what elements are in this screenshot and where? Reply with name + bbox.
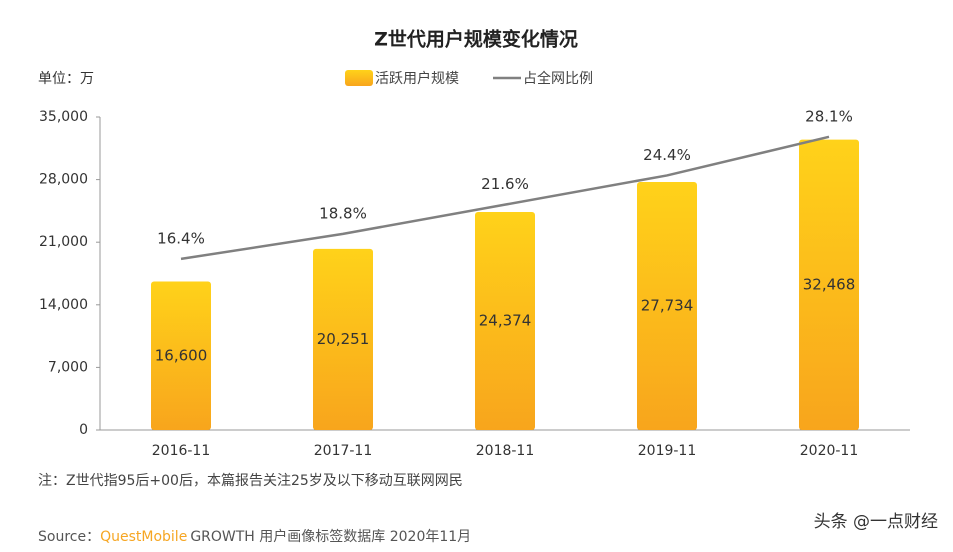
source-prefix: Source： bbox=[38, 529, 100, 545]
line-value-label: 21.6% bbox=[481, 175, 529, 193]
bar-value-label: 32,468 bbox=[803, 275, 856, 293]
note: 注：Z世代指95后+00后，本篇报告关注25岁及以下移动互联网网民 bbox=[38, 473, 463, 489]
bar-value-label: 20,251 bbox=[317, 330, 370, 348]
y-tick-label: 7,000 bbox=[48, 359, 88, 375]
bar-value-label: 16,600 bbox=[155, 346, 208, 364]
watermark: 头条 @一点财经 bbox=[814, 512, 938, 532]
line-value-label: 28.1% bbox=[805, 107, 853, 125]
x-tick-label: 2016-11 bbox=[152, 443, 211, 459]
bar-value-label: 27,734 bbox=[641, 296, 694, 314]
legend-label: 占全网比例 bbox=[523, 70, 593, 87]
x-tick-label: 2017-11 bbox=[314, 443, 373, 459]
bar-value-label: 24,374 bbox=[479, 312, 532, 330]
unit-label: 单位：万 bbox=[38, 71, 94, 87]
line-value-label: 24.4% bbox=[643, 146, 691, 164]
line-value-label: 18.8% bbox=[319, 204, 367, 222]
bar bbox=[799, 139, 859, 430]
bar bbox=[637, 181, 697, 430]
bar bbox=[151, 281, 211, 430]
x-tick-label: 2020-11 bbox=[800, 443, 859, 459]
legend-label: 活跃用户规模 bbox=[375, 70, 459, 87]
y-tick-label: 21,000 bbox=[39, 234, 88, 250]
bar bbox=[475, 212, 535, 430]
line bbox=[180, 135, 830, 261]
line-value-label: 16.4% bbox=[157, 229, 205, 247]
source-brand: QuestMobile bbox=[100, 529, 187, 545]
y-tick-label: 0 bbox=[79, 422, 88, 438]
y-tick-label: 14,000 bbox=[39, 297, 88, 313]
source: Source：QuestMobile GROWTH 用户画像标签数据库 2020年… bbox=[38, 528, 471, 545]
chart-title: Z世代用户规模变化情况 bbox=[374, 28, 578, 51]
y-tick-label: 35,000 bbox=[39, 109, 88, 125]
source-suffix: GROWTH 用户画像标签数据库 2020年11月 bbox=[190, 528, 471, 545]
plot: 0 7,000 14,000 21,000 28,000 35,000 2016-11 201… bbox=[39, 107, 910, 459]
bar bbox=[313, 248, 373, 430]
x-tick-label: 2019-11 bbox=[638, 443, 697, 459]
x-tick-label: 2018-11 bbox=[476, 443, 535, 459]
legend: 活跃用户规模 占全网比例 bbox=[345, 70, 593, 87]
legend-swatch bbox=[345, 70, 373, 86]
y-tick-label: 28,000 bbox=[39, 172, 88, 188]
